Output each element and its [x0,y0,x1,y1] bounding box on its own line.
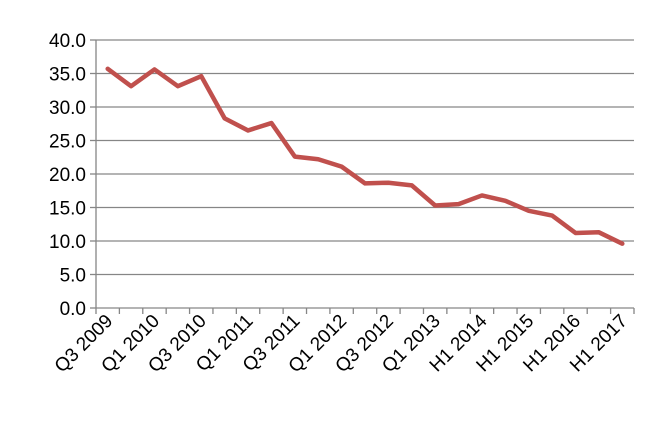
data-point [176,84,180,88]
y-tick-label: 30.0 [49,98,86,119]
series-line [105,66,625,246]
y-tick-label: 40.0 [49,31,86,52]
data-point [503,199,507,203]
y-tick-label: 35.0 [49,65,86,86]
data-point [363,181,367,185]
data-point [527,209,531,213]
data-point [574,231,578,235]
y-tick-label: 0.0 [60,299,86,320]
y-tick-label: 5.0 [60,266,86,287]
data-point [223,116,227,120]
data-point [433,203,437,207]
data-point [457,202,461,206]
data-point [152,67,156,71]
data-point [340,165,344,169]
data-point [293,155,297,159]
data-point [129,84,133,88]
y-tick-label: 25.0 [49,132,86,153]
data-point [106,67,110,71]
data-point [246,128,250,132]
y-axis: 0.0 5.0 10.0 15.0 20.0 25.0 30.0 35.0 40.0 [49,31,97,320]
data-point [269,121,273,125]
gridlines [96,39,634,309]
data-point [620,242,624,246]
y-tick-label: 10.0 [49,232,86,253]
data-point [199,74,203,78]
data-point [480,193,484,197]
data-point [316,157,320,161]
data-point [550,214,554,218]
series-layer [105,66,625,246]
data-point [597,230,601,234]
y-tick-label: 20.0 [49,165,86,186]
data-point [386,181,390,185]
data-point [410,183,414,187]
y-tick-label: 15.0 [49,199,86,220]
